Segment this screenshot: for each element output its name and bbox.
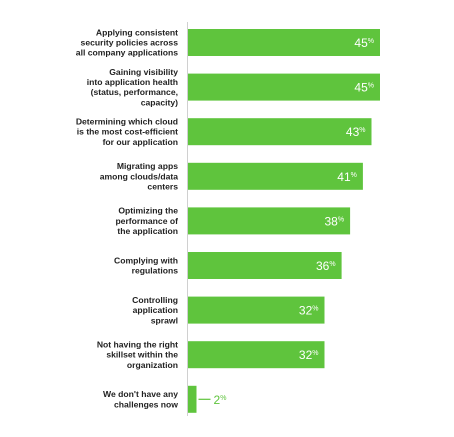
category-label-line: We don't have any: [103, 389, 178, 399]
category-label-line: Complying with: [114, 255, 178, 265]
category-label: Migrating apps among clouds/data centers: [100, 161, 179, 191]
bar-group: Not having the right skillset within the o…: [97, 340, 325, 370]
category-label-line: Determining which cloud: [76, 117, 178, 127]
category-label-line: Optimizing the: [118, 206, 178, 216]
value-label: 45%: [354, 81, 374, 95]
bar: [188, 207, 351, 235]
category-label-line: is the most cost-efficient: [77, 127, 178, 137]
category-label-line: Gaining visibility: [109, 67, 178, 77]
category-label-line: performance of: [115, 216, 178, 226]
bar: [188, 296, 325, 324]
bar: [188, 385, 197, 413]
bar-group: Migrating apps among clouds/data centers 41…: [100, 161, 363, 192]
bar: [188, 118, 372, 146]
bar-group: Controlling application sprawl 32%: [132, 295, 325, 325]
bar-group: Optimizing the performance of the applicat…: [115, 206, 351, 236]
category-label-line: Applying consistent: [96, 27, 178, 37]
category-label-line: Controlling: [132, 295, 178, 305]
category-label-line: security policies across: [81, 38, 179, 48]
category-label-line: centers: [147, 182, 178, 192]
bar: [188, 341, 325, 369]
bar-group: Gaining visibility into application healt…: [87, 67, 380, 108]
category-label: Optimizing the performance of the applicat…: [115, 206, 178, 236]
category-label-line: for our application: [103, 137, 178, 147]
bar-group: Complying with regulations 36%: [114, 252, 342, 279]
category-label: Complying with regulations: [114, 255, 178, 275]
category-label-line: into application health: [87, 77, 178, 87]
bar-group: Determining which cloud is the most cost-…: [76, 117, 372, 147]
category-label-line: regulations: [132, 266, 179, 276]
value-label: 38%: [325, 214, 345, 228]
category-label: Determining which cloud is the most cost-…: [76, 117, 178, 147]
category-label: Applying consistent security policies acr…: [76, 27, 178, 57]
category-label: Controlling application sprawl: [132, 295, 178, 325]
value-label: 36%: [316, 259, 336, 273]
category-label-line: application: [133, 305, 178, 315]
category-label-line: Migrating apps: [117, 161, 178, 171]
value-label: 43%: [346, 125, 366, 139]
bar: [188, 73, 380, 101]
bars-layer: Applying consistent security policies acr…: [76, 27, 380, 413]
category-label-line: the application: [117, 226, 178, 236]
value-label: 45%: [354, 36, 374, 50]
value-label: 41%: [337, 170, 357, 184]
value-label: 2%: [214, 393, 227, 407]
bar-group: Applying consistent security policies acr…: [76, 27, 380, 58]
bar: [188, 162, 363, 190]
category-label: Gaining visibility into application healt…: [87, 67, 178, 108]
category-label-line: sprawl: [151, 315, 178, 325]
value-label: 32%: [299, 304, 319, 318]
category-label: Not having the right skillset within the o…: [97, 340, 178, 370]
bar: [188, 29, 380, 56]
category-label-line: all company applications: [76, 48, 178, 58]
category-label-line: among clouds/data: [100, 171, 179, 181]
category-label-line: skillset within the: [106, 350, 178, 360]
bar-group: We don't have any challenges now 2%: [103, 385, 227, 413]
category-label-line: challenges now: [114, 399, 178, 409]
category-label-line: (status, performance,: [91, 87, 178, 97]
category-label-line: capacity): [141, 97, 178, 107]
category-label-line: Not having the right: [97, 340, 178, 350]
bar: [188, 252, 342, 279]
category-label: We don't have any challenges now: [103, 389, 178, 409]
category-label-line: organization: [127, 360, 178, 370]
value-label: 32%: [299, 348, 319, 362]
